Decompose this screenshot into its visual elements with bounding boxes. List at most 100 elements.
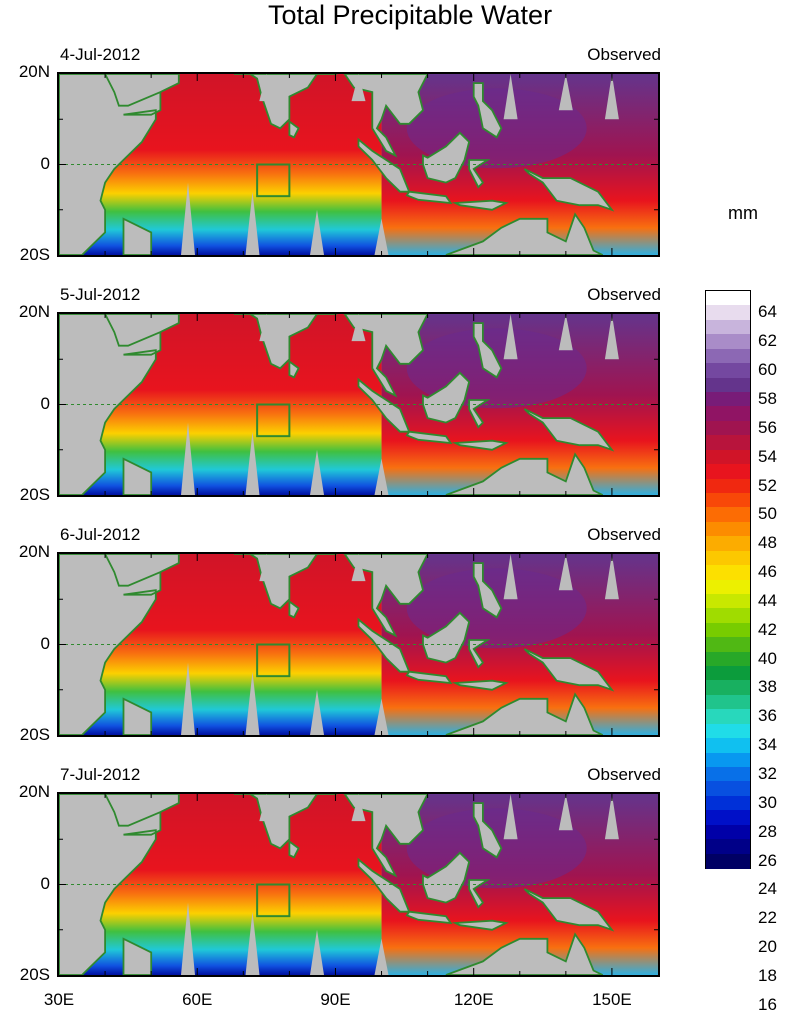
madagascar-land xyxy=(122,697,153,735)
newguinea-land xyxy=(523,888,615,932)
colorbar-label: 36 xyxy=(758,706,777,726)
data-gap xyxy=(310,209,324,255)
lat-label-south: 20S xyxy=(19,485,50,504)
precip-map xyxy=(57,72,660,257)
colorbar-swatch xyxy=(706,536,750,552)
arabia-land xyxy=(104,554,180,587)
data-gap xyxy=(351,554,366,582)
lat-label-north: 20N xyxy=(18,302,50,321)
data-gap xyxy=(259,554,274,582)
panel-date: 7-Jul-2012 xyxy=(60,765,141,784)
colorbar-label: 38 xyxy=(758,677,777,697)
data-gap xyxy=(558,794,573,831)
colorbar-label: 16 xyxy=(758,994,777,1014)
madagascar-land xyxy=(122,457,153,495)
colorbar-label: 46 xyxy=(758,562,777,582)
data-gap xyxy=(351,314,366,342)
ns-islands-land xyxy=(451,919,509,931)
colorbar-label: 26 xyxy=(758,850,777,870)
data-gap xyxy=(245,911,260,975)
philippines-land xyxy=(472,562,503,619)
colorbar-swatch xyxy=(706,694,750,710)
colorbar-swatch xyxy=(706,521,750,537)
newguinea-land xyxy=(523,408,615,452)
colorbar-label: 48 xyxy=(758,533,777,553)
study-box xyxy=(256,883,291,918)
figure-title: Total Precipitable Water xyxy=(267,0,553,30)
data-gap xyxy=(181,422,195,495)
colorbar-label: 52 xyxy=(758,475,777,495)
java-land xyxy=(405,430,453,445)
newguinea-land xyxy=(523,648,615,692)
colorbar-swatch xyxy=(706,752,750,768)
lat-label-north: 20N xyxy=(18,62,50,81)
colorbar-label: 30 xyxy=(758,792,777,812)
colorbar-swatch xyxy=(706,781,750,797)
colorbar-label: 58 xyxy=(758,388,777,408)
data-gap xyxy=(558,554,573,591)
colorbar xyxy=(705,290,751,869)
lon-label: 90E xyxy=(320,990,351,1009)
data-gap xyxy=(351,74,366,102)
data-gap xyxy=(245,431,260,495)
borneo-land xyxy=(422,611,471,664)
panel-label: Observed xyxy=(587,525,661,544)
colorbar-swatch xyxy=(706,680,750,696)
precip-map xyxy=(57,792,660,977)
data-gap xyxy=(503,314,518,360)
data-gap xyxy=(503,554,518,600)
lat-label-south: 20S xyxy=(19,965,50,984)
panel-label: Observed xyxy=(587,45,661,64)
colorbar-swatch xyxy=(706,565,750,581)
colorbar-swatch xyxy=(706,363,750,379)
colorbar-label: 42 xyxy=(758,619,777,639)
colorbar-swatch xyxy=(706,738,750,754)
map-svg xyxy=(59,74,658,255)
map-svg xyxy=(59,794,658,975)
philippines-land xyxy=(472,802,503,859)
colorbar-swatch xyxy=(706,824,750,840)
data-gap xyxy=(181,662,195,735)
data-gap xyxy=(503,794,518,840)
colorbar-swatch xyxy=(706,666,750,682)
sulawesi-land xyxy=(468,639,491,669)
data-gap xyxy=(374,938,389,975)
colorbar-label: 32 xyxy=(758,764,777,784)
data-gap xyxy=(558,314,573,351)
borneo-land xyxy=(422,371,471,424)
data-gap xyxy=(558,74,573,111)
madagascar-land xyxy=(122,217,153,255)
colorbar-label: 24 xyxy=(758,879,777,899)
colorbar-label: 20 xyxy=(758,937,777,957)
sumatra-land xyxy=(357,617,411,673)
data-gap xyxy=(259,314,274,342)
data-gap xyxy=(310,929,324,975)
australia-land xyxy=(445,692,604,735)
australia-land xyxy=(445,452,604,495)
map-svg xyxy=(59,554,658,735)
borneo-land xyxy=(422,131,471,184)
arabia-land xyxy=(104,314,180,347)
lat-label-equator: 0 xyxy=(40,394,50,413)
colorbar-swatch xyxy=(706,593,750,609)
colorbar-swatch xyxy=(706,651,750,667)
study-box xyxy=(256,163,291,198)
ns-islands-land xyxy=(451,439,509,451)
india-land xyxy=(234,314,338,370)
colorbar-swatch xyxy=(706,406,750,422)
colorbar-label: 22 xyxy=(758,908,777,928)
colorbar-label: 50 xyxy=(758,504,777,524)
arabia-land xyxy=(104,74,180,107)
data-gap xyxy=(604,554,619,600)
lon-label: 60E xyxy=(182,990,213,1009)
colorbar-swatch xyxy=(706,723,750,739)
colorbar-label: 64 xyxy=(758,302,777,322)
colorbar-label: 40 xyxy=(758,648,777,668)
srilanka-land xyxy=(288,119,300,139)
colorbar-swatch xyxy=(706,507,750,523)
colorbar-swatch xyxy=(706,709,750,725)
colorbar-swatch xyxy=(706,579,750,595)
lat-label-equator: 0 xyxy=(40,634,50,653)
india-land xyxy=(234,554,338,610)
indochina-land xyxy=(343,314,429,398)
